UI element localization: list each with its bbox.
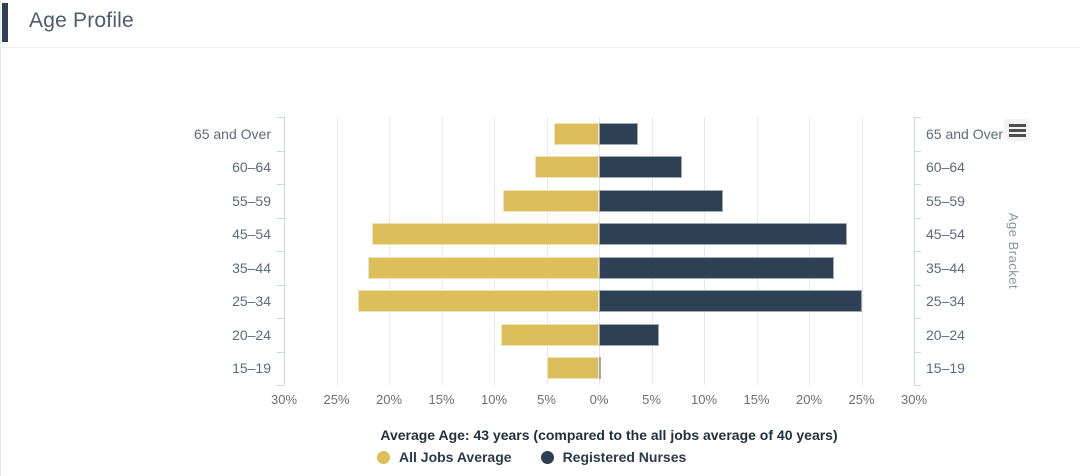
x-tick-label: 20% bbox=[795, 392, 823, 407]
legend-label: Registered Nurses bbox=[562, 449, 687, 465]
axis-tick-right bbox=[914, 117, 921, 118]
category-label-right: 60–64 bbox=[926, 159, 965, 176]
category-label-right: 35–44 bbox=[926, 259, 965, 276]
axis-tick-right bbox=[914, 385, 921, 386]
bar-registered-nurses[interactable] bbox=[599, 156, 682, 179]
category-label-right: 65 and Over bbox=[926, 125, 1004, 142]
category-label-right: 20–24 bbox=[926, 326, 965, 343]
bar-registered-nurses[interactable] bbox=[599, 323, 659, 346]
page-title: Age Profile bbox=[29, 9, 134, 32]
bar-registered-nurses[interactable] bbox=[599, 357, 602, 380]
x-tick-label: 5% bbox=[642, 392, 661, 407]
category-label-right: 55–59 bbox=[926, 192, 965, 209]
axis-tick-left bbox=[277, 284, 284, 286]
bar-all-jobs-average[interactable] bbox=[372, 223, 599, 246]
bar-all-jobs-average[interactable] bbox=[501, 323, 599, 346]
category-label-right: 25–34 bbox=[926, 293, 965, 310]
legend-label: All Jobs Average bbox=[399, 449, 512, 465]
x-tick-label: 0% bbox=[589, 392, 609, 407]
bar-all-jobs-average[interactable] bbox=[357, 290, 599, 313]
bar-all-jobs-average[interactable] bbox=[553, 122, 599, 145]
gridline bbox=[651, 117, 653, 385]
axis-tick-left bbox=[277, 251, 284, 252]
axis-tick-left bbox=[277, 318, 284, 319]
category-label-left: 20–24 bbox=[232, 326, 271, 343]
bar-registered-nurses[interactable] bbox=[599, 256, 835, 279]
bar-registered-nurses[interactable] bbox=[599, 223, 847, 246]
axis-tick-right bbox=[914, 251, 921, 252]
axis-tick-right bbox=[914, 351, 921, 353]
gridline bbox=[441, 117, 443, 385]
axis-tick-left bbox=[277, 385, 284, 386]
gridline bbox=[494, 117, 495, 385]
chart-legend: All Jobs Average Registered Nurses bbox=[377, 449, 686, 465]
axis-tick-left bbox=[277, 184, 284, 185]
x-tick-label: 5% bbox=[537, 392, 556, 407]
bar-all-jobs-average[interactable] bbox=[503, 189, 599, 212]
axis-tick-left bbox=[277, 351, 284, 353]
category-label-left: 65 and Over bbox=[193, 125, 271, 142]
bar-all-jobs-average[interactable] bbox=[546, 357, 599, 380]
category-label-right: 15–19 bbox=[926, 360, 965, 377]
bar-all-jobs-average[interactable] bbox=[368, 256, 599, 279]
panel-header: Age Profile bbox=[1, 0, 1080, 48]
axis-tick-right bbox=[914, 217, 921, 219]
axis-tick-right bbox=[914, 150, 921, 152]
axis-tick-right bbox=[914, 284, 921, 286]
category-label-right: 45–54 bbox=[926, 226, 965, 243]
bar-all-jobs-average[interactable] bbox=[534, 156, 599, 179]
gridline bbox=[546, 117, 548, 385]
legend-marker-icon bbox=[540, 450, 554, 464]
gridline bbox=[861, 117, 863, 385]
x-tick-label: 10% bbox=[480, 392, 508, 407]
axis-tick-right bbox=[914, 184, 921, 185]
x-tick-label: 20% bbox=[375, 392, 403, 407]
axis-tick-left bbox=[277, 217, 284, 219]
gridline bbox=[704, 117, 705, 385]
legend-item-all-jobs-average[interactable]: All Jobs Average bbox=[377, 449, 512, 465]
gridline bbox=[336, 117, 338, 385]
x-tick-label: 25% bbox=[848, 392, 875, 407]
gridline bbox=[599, 117, 600, 385]
bar-registered-nurses[interactable] bbox=[599, 189, 723, 212]
bar-registered-nurses[interactable] bbox=[599, 290, 862, 313]
x-tick-label: 15% bbox=[743, 392, 770, 407]
x-tick-label: 10% bbox=[690, 392, 718, 407]
age-profile-chart: Age Bracket Average Age: 43 years (compa… bbox=[1, 48, 1080, 476]
category-label-left: 25–34 bbox=[232, 293, 271, 310]
category-label-left: 35–44 bbox=[232, 259, 271, 276]
x-tick-label: 30% bbox=[270, 392, 298, 407]
axis-tick-left bbox=[277, 150, 284, 152]
header-accent-bar bbox=[2, 3, 8, 42]
bar-registered-nurses[interactable] bbox=[599, 122, 638, 145]
gridline bbox=[809, 117, 810, 385]
legend-item-registered-nurses[interactable]: Registered Nurses bbox=[540, 449, 687, 465]
x-tick-label: 30% bbox=[900, 392, 928, 407]
axis-tick-right bbox=[914, 318, 921, 319]
y-axis-label-age-bracket: Age Bracket bbox=[1006, 212, 1021, 290]
category-label-left: 55–59 bbox=[232, 192, 271, 209]
category-label-left: 15–19 bbox=[232, 360, 271, 377]
chart-caption: Average Age: 43 years (compared to the a… bbox=[380, 427, 838, 443]
x-tick-label: 15% bbox=[428, 392, 455, 407]
category-label-left: 60–64 bbox=[232, 159, 271, 176]
gridline bbox=[756, 117, 758, 385]
gridline bbox=[389, 117, 390, 385]
legend-marker-icon bbox=[377, 450, 390, 464]
axis-tick-left bbox=[277, 117, 284, 118]
x-tick-label: 25% bbox=[323, 392, 350, 407]
category-label-left: 45–54 bbox=[232, 226, 271, 243]
axis-line-left bbox=[284, 117, 285, 385]
hamburger-menu-icon[interactable] bbox=[1004, 119, 1030, 141]
